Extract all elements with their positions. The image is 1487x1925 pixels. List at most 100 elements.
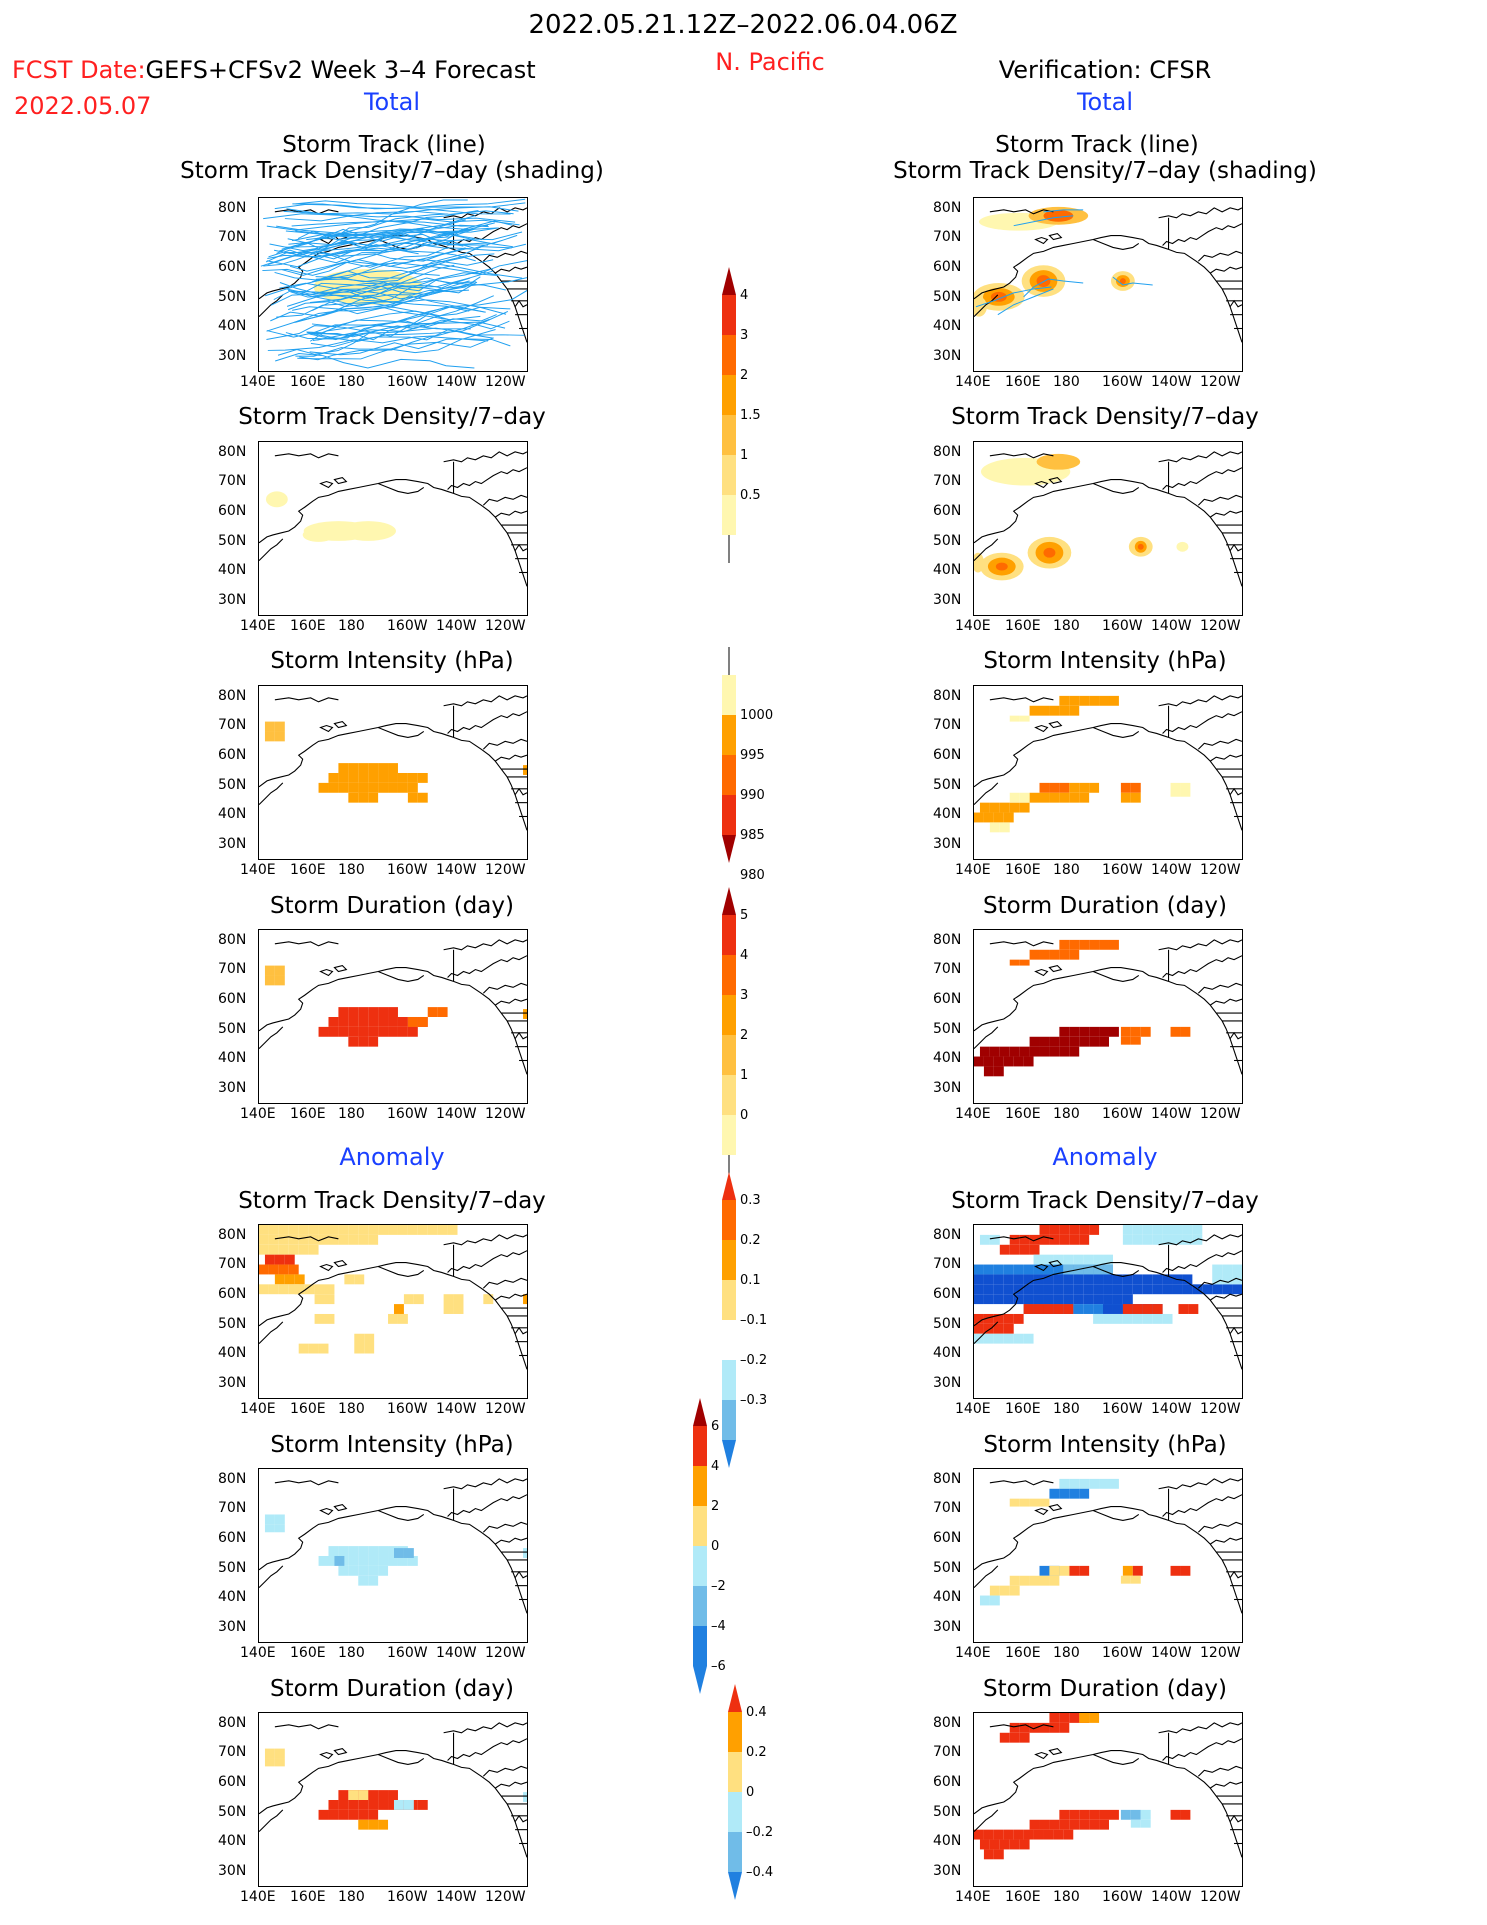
colorbar-segment [728, 1792, 742, 1832]
storm-track-line [295, 200, 526, 208]
grid-cell [1049, 792, 1060, 803]
coastline [259, 538, 284, 562]
storm-track-line [1013, 215, 1074, 227]
coastline [514, 1326, 527, 1335]
grid-cell [1059, 1478, 1070, 1489]
coastline [1034, 480, 1049, 489]
grid-cell [1033, 1284, 1044, 1295]
coastline [1092, 727, 1140, 738]
grid-cell [378, 772, 389, 783]
title-intensity-anom-right: Storm Intensity (hPa) [983, 1432, 1227, 1458]
grid-cell [999, 1585, 1010, 1596]
lon-tick-label: 160W [387, 1401, 428, 1417]
grid-cell [1029, 1498, 1040, 1507]
storm-track-line [266, 241, 488, 268]
grid-cell [397, 1225, 408, 1235]
grid-cell [1142, 1225, 1153, 1235]
grid-cell [338, 1016, 349, 1027]
grid-cell [358, 1007, 369, 1017]
anomaly-label-left: Anomaly [339, 1143, 445, 1171]
storm-track-line [291, 232, 464, 247]
grid-cell [304, 1284, 315, 1295]
coastline [1197, 1765, 1242, 1777]
coastline [1197, 982, 1242, 994]
coastline [1092, 483, 1140, 494]
grid-cell [1089, 782, 1100, 793]
grid-cell [1003, 1294, 1014, 1305]
grid-cell [328, 1555, 339, 1566]
grid-cell [278, 1284, 289, 1295]
lat-tick-label: 30N [933, 1080, 962, 1096]
grid-cell [427, 1007, 438, 1017]
grid-cell [417, 1225, 428, 1235]
grid-cell [1132, 1274, 1143, 1285]
map-canvas [259, 198, 527, 369]
grid-cell [1063, 1304, 1074, 1314]
grid-cell [523, 1548, 527, 1558]
coastline [1158, 695, 1242, 707]
grid-cell [1152, 1225, 1163, 1235]
grid-cell [1019, 1244, 1030, 1255]
map-canvas [974, 695, 1242, 833]
grid-cell [1023, 1284, 1034, 1295]
map-canvas [259, 695, 527, 831]
density-blob [1043, 547, 1056, 558]
lon-tick-label: 160E [1005, 862, 1041, 878]
grid-cell [974, 1294, 984, 1305]
lat-tick-label: 50N [218, 289, 247, 305]
map-canvas [974, 1478, 1242, 1614]
grid-cell [1170, 782, 1181, 797]
coastline [1048, 1503, 1063, 1512]
grid-cell [278, 1264, 289, 1275]
lat-tick-label: 50N [933, 533, 962, 549]
coastline [319, 480, 334, 489]
coastline [1092, 1510, 1140, 1521]
grid-cell [1170, 1809, 1181, 1820]
lat-tick-label: 40N [933, 562, 962, 578]
lat-tick-label: 30N [218, 592, 247, 608]
grid-cell [1152, 1313, 1163, 1324]
lon-tick-label: 180 [338, 1889, 365, 1905]
lat-tick-label: 60N [933, 503, 962, 519]
storm-track-line [260, 228, 469, 267]
grid-cell [1099, 939, 1109, 950]
colorbar-segment [722, 955, 736, 995]
grid-cell [338, 772, 349, 783]
grid-cell [268, 1225, 279, 1235]
lat-tick-label: 70N [933, 473, 962, 489]
colorbar-segment [728, 1752, 742, 1792]
lat-tick-label: 40N [218, 318, 247, 334]
map-intensity-forecast [258, 685, 528, 860]
coastline [974, 782, 999, 806]
grid-cell [1182, 1225, 1193, 1235]
grid-cell [388, 772, 398, 783]
grid-cell [354, 1274, 365, 1285]
colorbar-label: 1.5 [740, 408, 761, 423]
coastline [482, 1277, 527, 1289]
grid-cell [1003, 1284, 1014, 1295]
grid-cell [1053, 1829, 1064, 1840]
coastline [333, 1259, 348, 1268]
grid-cell [393, 1548, 404, 1558]
grid-cell [348, 1036, 359, 1047]
lon-tick-label: 140E [240, 1889, 276, 1905]
grid-cell [1053, 1264, 1064, 1275]
lat-tick-label: 70N [218, 473, 247, 489]
grid-cell [1079, 1036, 1090, 1047]
lat-tick-label: 40N [933, 1345, 962, 1361]
grid-cell [989, 1839, 1000, 1850]
grid-cell [1162, 1234, 1173, 1245]
lat-tick-label: 60N [218, 259, 247, 275]
title-duration-right: Storm Duration (day) [983, 893, 1227, 919]
coastline [974, 1750, 1242, 1858]
coastline [447, 955, 527, 978]
grid-cell [368, 772, 379, 783]
grid-cell [338, 1799, 349, 1810]
grid-cell [1019, 1732, 1030, 1743]
grid-cell [1059, 705, 1070, 716]
grid-cell [443, 1294, 454, 1314]
grid-cell [979, 1595, 990, 1606]
grid-cell [388, 1225, 398, 1235]
storm-track-line [309, 289, 527, 342]
lat-tick-label: 80N [933, 1715, 962, 1731]
